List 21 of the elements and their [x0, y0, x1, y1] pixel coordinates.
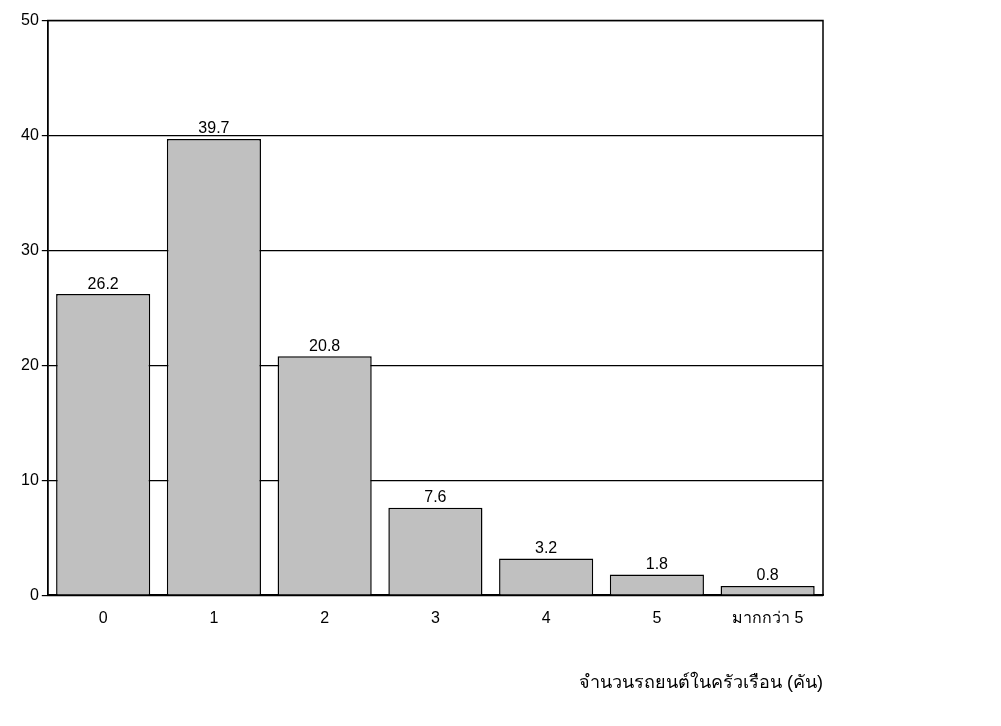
y-tick-label: 10 — [21, 470, 39, 488]
x-tick-label: 2 — [320, 609, 330, 627]
x-tick-label: มากกว่า 5 — [731, 609, 804, 627]
x-axis-title: จำนวนรถยนต์ในครัวเรือน (คัน) — [579, 671, 823, 693]
x-tick-label: 5 — [652, 609, 662, 627]
data-label: 7.6 — [424, 488, 447, 506]
y-tick-label: 50 — [21, 11, 39, 29]
data-label: 0.8 — [756, 566, 779, 584]
data-label: 20.8 — [309, 336, 341, 354]
x-tick-label: 1 — [209, 609, 219, 627]
data-label: 26.2 — [87, 274, 119, 292]
x-tick-label: 4 — [541, 609, 551, 627]
data-label: 3.2 — [535, 538, 558, 556]
data-label: 1.8 — [645, 554, 669, 572]
y-tick-label: 40 — [21, 125, 39, 143]
y-tick-label: 30 — [21, 240, 39, 258]
x-tick-label: 0 — [98, 609, 108, 627]
data-label: 39.7 — [198, 119, 230, 137]
x-tick-label: 3 — [430, 609, 440, 627]
y-tick-label: 0 — [29, 585, 39, 603]
y-tick-label: 20 — [21, 355, 39, 373]
